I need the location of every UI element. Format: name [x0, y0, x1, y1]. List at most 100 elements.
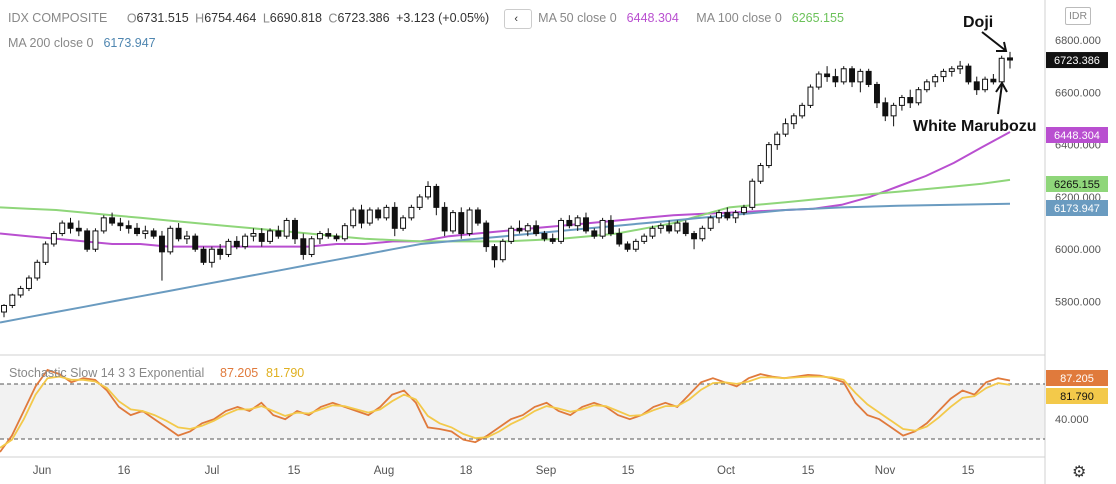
close-label: C — [328, 11, 338, 26]
stoch-k-badge: 87.205 — [1046, 370, 1108, 386]
candle — [300, 233, 307, 260]
candle — [25, 275, 32, 292]
candle — [541, 230, 548, 242]
svg-text:6173.947: 6173.947 — [1054, 203, 1100, 215]
candle — [940, 68, 947, 82]
candle — [724, 207, 731, 221]
candle — [158, 230, 165, 281]
candle — [325, 228, 332, 239]
stoch-d-line — [0, 375, 1011, 449]
candle — [275, 225, 282, 239]
candle — [358, 204, 365, 229]
stoch-y-tick-label: 40.000 — [1055, 414, 1089, 426]
candle — [558, 217, 565, 244]
stoch-band — [0, 384, 1045, 439]
open-label: O — [126, 11, 137, 26]
chevron-left-icon: ‹ — [514, 13, 518, 25]
candle — [292, 217, 298, 244]
high-value: 6754.464 — [204, 11, 257, 26]
candle — [50, 230, 57, 247]
annotation-white-marubozu: White Marubozu — [913, 118, 1037, 135]
candle — [832, 68, 839, 88]
x-tick-label: Nov — [875, 465, 896, 477]
svg-text:87.205: 87.205 — [1060, 373, 1094, 385]
gear-icon[interactable]: ⚙ — [1072, 464, 1087, 481]
candle — [574, 215, 581, 231]
candle — [566, 215, 573, 229]
candle — [150, 228, 157, 239]
candle — [1007, 51, 1013, 69]
candle — [998, 55, 1005, 85]
chart-legend-row-1: IDX COMPOSITE O6731.515 H6754.464 L6690.… — [8, 9, 847, 29]
candle — [316, 230, 323, 244]
candle — [583, 212, 589, 234]
ma50-value: 6448.304 — [626, 11, 679, 26]
candle — [366, 207, 373, 226]
x-tick-label: Jul — [205, 465, 220, 477]
candle — [782, 118, 789, 137]
candle — [109, 212, 116, 226]
annotation-arrow-marubozu — [995, 81, 1008, 115]
high-label: H — [195, 11, 205, 26]
x-tick-label: 15 — [622, 465, 635, 477]
candle — [75, 220, 82, 237]
candle — [632, 238, 639, 252]
candle — [217, 244, 224, 260]
x-tick-label: Aug — [374, 465, 394, 477]
y-tick-label: 6000.000 — [1055, 244, 1101, 256]
candle — [957, 60, 964, 74]
x-tick-label: Jun — [33, 465, 52, 477]
x-tick-label: 18 — [460, 465, 473, 477]
candle — [649, 225, 656, 239]
candle — [965, 63, 972, 85]
candle — [674, 220, 681, 234]
candle — [400, 215, 407, 231]
candle — [923, 79, 930, 93]
candle — [67, 217, 74, 234]
candle — [283, 217, 290, 239]
candle — [807, 84, 814, 108]
candle — [308, 236, 315, 258]
candle — [383, 204, 390, 221]
candle — [474, 207, 481, 226]
candle — [982, 76, 989, 93]
candle — [898, 94, 905, 111]
candle — [391, 202, 398, 237]
candle — [657, 223, 664, 234]
candle — [341, 223, 348, 242]
candle — [100, 215, 107, 234]
candle — [882, 97, 889, 122]
candle — [840, 66, 847, 85]
ma50-line — [0, 131, 1011, 248]
candle — [815, 71, 822, 90]
candle — [508, 225, 515, 244]
svg-text:81.790: 81.790 — [1060, 391, 1094, 403]
candle — [17, 285, 24, 298]
candle — [441, 202, 448, 237]
candle — [1, 304, 7, 318]
svg-text:6723.386: 6723.386 — [1054, 55, 1100, 67]
stoch-d-legend: 81.790 — [266, 366, 304, 380]
ma200-value: 6173.947 — [103, 36, 156, 50]
y-tick-label: 6800.000 — [1055, 35, 1101, 47]
candle — [117, 217, 124, 231]
collapse-legend-button[interactable]: ‹ — [503, 9, 532, 29]
candle — [624, 241, 631, 252]
low-label: L — [262, 11, 270, 26]
ma200-badge: 6173.947 — [1046, 200, 1108, 216]
candle — [449, 210, 456, 234]
candle — [9, 293, 16, 309]
currency-badge[interactable]: IDR — [1065, 7, 1091, 25]
symbol-name: IDX COMPOSITE — [8, 11, 108, 26]
ma100-value: 6265.155 — [791, 11, 844, 26]
annotation-arrow-doji — [981, 31, 1008, 52]
y-tick-label: 6600.000 — [1055, 87, 1101, 99]
candle — [499, 238, 506, 263]
candle — [774, 131, 781, 150]
candle — [491, 244, 498, 268]
candle — [134, 223, 140, 237]
x-tick-label: Sep — [536, 465, 556, 477]
candle — [765, 142, 772, 169]
candle — [250, 228, 257, 242]
